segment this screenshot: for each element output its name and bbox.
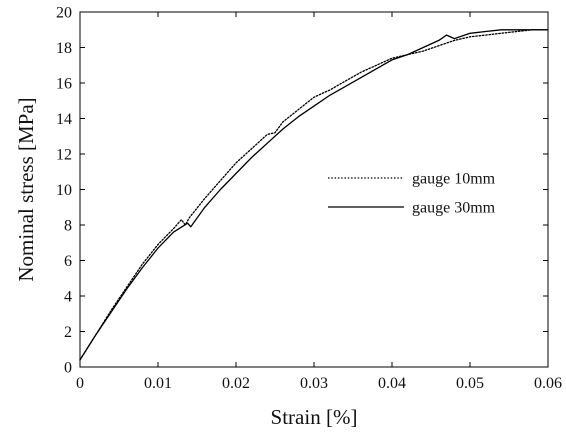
y-tick-label: 14 bbox=[56, 111, 72, 128]
legend: gauge 10mm gauge 30mm bbox=[328, 171, 496, 217]
y-tick-label: 8 bbox=[64, 218, 72, 235]
y-axis-title: Nominal stress [MPa] bbox=[14, 97, 38, 281]
x-tick-labels: 0 0.01 0.02 0.03 0.04 0.05 0.06 bbox=[76, 375, 562, 392]
plot-frame bbox=[79, 11, 549, 368]
x-tick-label: 0.06 bbox=[534, 375, 562, 392]
y-tick-label: 0 bbox=[64, 360, 72, 377]
y-tick-label: 12 bbox=[56, 147, 72, 164]
y-tick-label: 4 bbox=[64, 289, 72, 306]
y-tick-label: 6 bbox=[64, 253, 72, 270]
y-tick-label: 18 bbox=[56, 40, 72, 57]
y-tick-labels: 0 2 4 6 8 10 12 14 16 18 20 bbox=[56, 5, 72, 377]
x-tick-label: 0.04 bbox=[378, 375, 406, 392]
x-tick-label: 0.01 bbox=[144, 375, 172, 392]
x-tick-label: 0.05 bbox=[456, 375, 484, 392]
plot-lines bbox=[79, 29, 549, 361]
legend-label: gauge 10mm bbox=[412, 171, 496, 188]
x-tick-label: 0.03 bbox=[300, 375, 328, 392]
y-tick-label: 20 bbox=[56, 5, 72, 22]
y-tick-label: 16 bbox=[56, 76, 72, 93]
x-axis-title: Strain [%] bbox=[271, 405, 358, 429]
x-tick-label: 0 bbox=[76, 375, 84, 392]
axis-ticks bbox=[79, 11, 549, 368]
series-line-gauge-30mm bbox=[79, 29, 549, 361]
x-tick-label: 0.02 bbox=[222, 375, 250, 392]
y-tick-label: 10 bbox=[56, 182, 72, 199]
series-line-gauge-10mm bbox=[79, 29, 549, 361]
legend-label: gauge 30mm bbox=[412, 200, 496, 217]
y-tick-label: 2 bbox=[64, 324, 72, 341]
